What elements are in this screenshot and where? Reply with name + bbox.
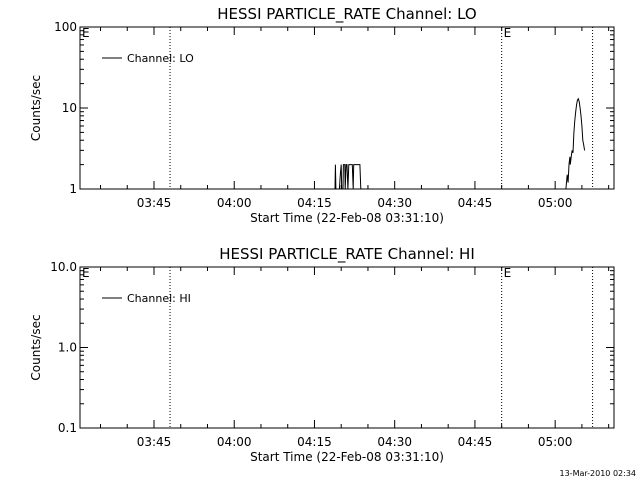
x-tick-label: 04:15 <box>297 435 332 449</box>
y-tick-label: 10.0 <box>50 260 77 274</box>
orbit-marker-label: E <box>82 266 90 280</box>
x-tick-label: 04:00 <box>217 435 252 449</box>
x-axis-label: Start Time (22-Feb-08 03:31:10) <box>250 450 444 464</box>
x-axis-label: Start Time (22-Feb-08 03:31:10) <box>250 211 444 225</box>
x-tick-label: 04:45 <box>458 435 493 449</box>
y-tick-label: 0.1 <box>58 421 77 435</box>
x-tick-label: 03:45 <box>137 435 172 449</box>
chart-title: HESSI PARTICLE_RATE Channel: HI <box>219 245 475 264</box>
x-tick-label: 05:00 <box>538 435 573 449</box>
y-axis-label: Counts/sec <box>29 75 43 141</box>
x-tick-label: 04:00 <box>217 196 252 210</box>
y-tick-label: 100 <box>54 20 77 34</box>
series-line <box>334 97 586 190</box>
orbit-marker-label: E <box>82 26 90 40</box>
x-tick-label: 05:00 <box>538 196 573 210</box>
x-tick-label: 04:30 <box>377 196 412 210</box>
orbit-marker-label: E <box>504 266 512 280</box>
x-tick-label: 03:45 <box>137 196 172 210</box>
x-tick-label: 04:45 <box>458 196 493 210</box>
x-tick-label: 04:30 <box>377 435 412 449</box>
y-tick-label: 10 <box>62 101 77 115</box>
x-tick-label: 04:15 <box>297 196 332 210</box>
footer-timestamp: 13-Mar-2010 02:34 <box>560 469 637 478</box>
legend-label: Channel: HI <box>127 292 191 305</box>
y-axis-label: Counts/sec <box>29 314 43 380</box>
y-tick-label: 1 <box>69 182 77 196</box>
y-tick-label: 1.0 <box>58 341 77 355</box>
orbit-marker-label: E <box>504 26 512 40</box>
legend-label: Channel: LO <box>127 52 194 65</box>
chart-title: HESSI PARTICLE_RATE Channel: LO <box>217 5 476 24</box>
